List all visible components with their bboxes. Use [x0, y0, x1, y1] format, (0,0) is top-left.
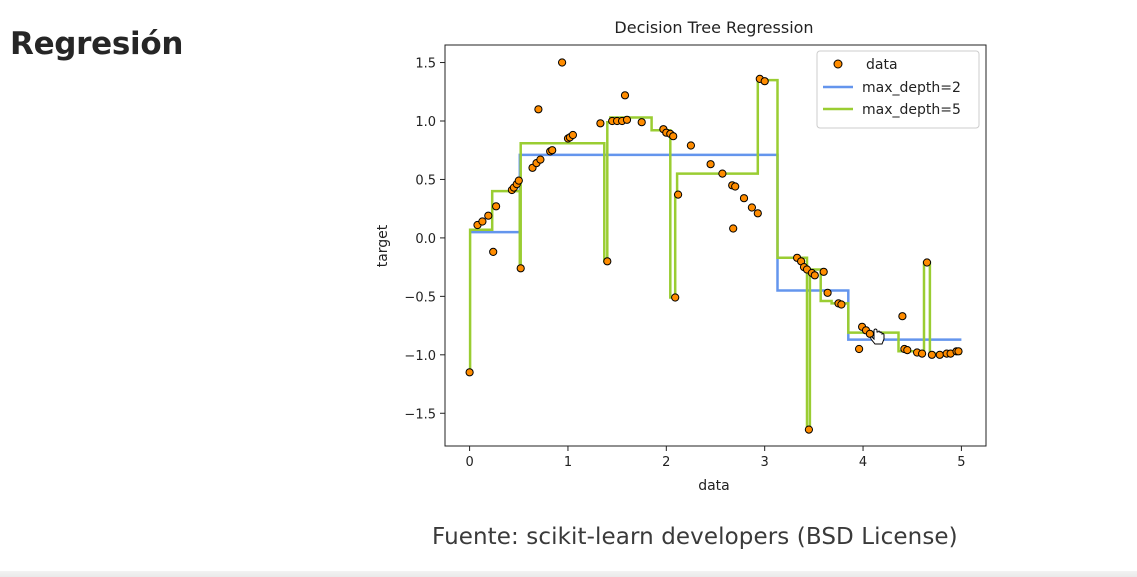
data-point-21 — [596, 119, 605, 128]
data-point-4 — [489, 247, 498, 256]
data-point-61 — [898, 312, 907, 321]
y-tick-label: −1.0 — [404, 349, 436, 364]
legend-label-depth5: max_depth=5 — [862, 102, 961, 118]
x-tick-label: 3 — [761, 455, 769, 470]
data-point-17 — [558, 58, 567, 67]
data-point-16 — [548, 146, 557, 155]
slide-title: Regresión — [10, 26, 184, 62]
y-tick-label: 0.0 — [415, 232, 436, 247]
hand-cursor-icon — [870, 328, 885, 345]
x-tick-label: 4 — [859, 455, 867, 470]
data-point-68 — [935, 350, 944, 359]
chart-title: Decision Tree Regression — [614, 18, 813, 37]
y-tick-label: −1.5 — [404, 407, 436, 422]
data-point-63 — [903, 346, 912, 355]
data-point-22 — [603, 257, 612, 266]
data-point-33 — [671, 293, 680, 302]
data-point-37 — [718, 169, 727, 178]
x-tick-label: 2 — [662, 455, 670, 470]
data-point-36 — [706, 160, 715, 169]
data-point-28 — [637, 118, 646, 127]
data-point-35 — [686, 141, 696, 150]
data-point-50 — [804, 425, 814, 434]
data-point-66 — [922, 258, 932, 267]
data-point-65 — [918, 349, 927, 358]
data-point-57 — [855, 344, 864, 354]
data-point-52 — [810, 271, 819, 280]
data-point-20 — [568, 130, 578, 140]
data-point-41 — [739, 194, 749, 203]
data-point-3 — [484, 211, 493, 220]
legend-label-depth2: max_depth=2 — [862, 80, 961, 96]
y-tick-label: −0.5 — [404, 290, 436, 305]
data-point-0 — [465, 368, 474, 377]
x-tick-label: 1 — [564, 455, 572, 470]
data-point-26 — [620, 91, 630, 100]
x-tick-label: 5 — [957, 455, 965, 470]
y-axis-label: target — [375, 224, 391, 267]
data-point-34 — [674, 190, 683, 199]
data-point-39 — [731, 182, 740, 191]
data-point-10 — [516, 264, 525, 273]
data-point-2 — [478, 217, 487, 226]
data-point-9 — [514, 176, 523, 185]
data-point-27 — [622, 115, 632, 124]
data-point-13 — [534, 105, 543, 114]
data-point-14 — [536, 155, 545, 164]
data-point-40 — [729, 224, 738, 233]
data-point-54 — [823, 288, 832, 297]
data-point-53 — [819, 267, 828, 276]
legend-box — [816, 50, 980, 129]
data-point-72 — [954, 347, 963, 356]
legend: data max_depth=2 max_depth=5 — [816, 50, 980, 129]
y-tick-label: 1.0 — [415, 115, 436, 130]
series-line-max-depth-5 — [468, 78, 962, 431]
data-point-43 — [753, 209, 762, 218]
data-point-67 — [927, 350, 937, 359]
x-tick-label: 0 — [465, 455, 473, 470]
bottom-bar — [0, 571, 1137, 577]
data-point-32 — [669, 132, 678, 141]
data-point-56 — [837, 300, 846, 309]
data-point-5 — [492, 202, 501, 211]
data-point-42 — [747, 203, 757, 212]
data-point-45 — [760, 77, 769, 86]
plot-frame — [444, 44, 987, 447]
data-point-60 — [865, 329, 875, 338]
y-tick-label: 0.5 — [415, 173, 436, 188]
source-caption: Fuente: scikit-learn developers (BSD Lic… — [432, 524, 958, 550]
legend-label-data: data — [866, 57, 898, 73]
x-axis-label: data — [698, 478, 730, 494]
series-line-max-depth-2 — [469, 153, 962, 341]
legend-marker-data — [833, 59, 843, 69]
y-tick-label: 1.5 — [415, 57, 436, 72]
